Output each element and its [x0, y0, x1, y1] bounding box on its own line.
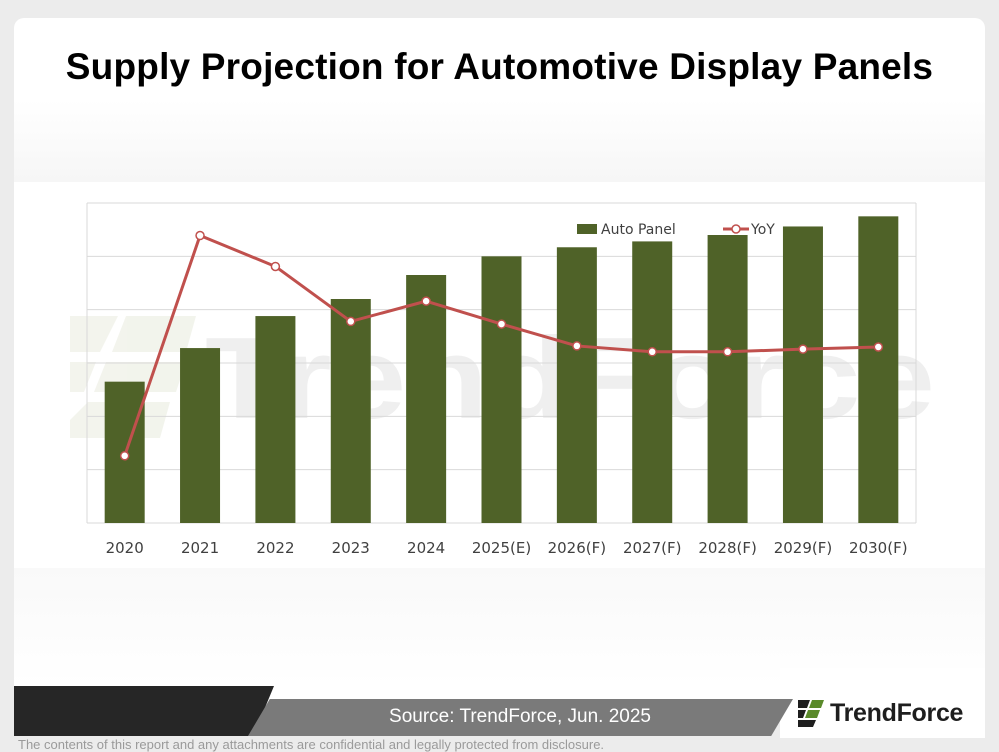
chart-title: Supply Projection for Automotive Display…: [65, 46, 934, 87]
source-note: Source: TrendForce, Jun. 2025: [389, 706, 651, 727]
bar-2024: [406, 275, 447, 523]
trendforce-logo-icon: [798, 700, 824, 727]
bar-2029(F): [782, 226, 823, 523]
brand-name: TrendForce: [830, 698, 964, 727]
legend-swatch-auto-panel: [577, 224, 597, 234]
x-axis-tick-labels: 2020 2021 2022 2023 2024 2025(E) 2026(F) 2027(F…: [106, 539, 908, 557]
x-tick-2025(E): 2025(E): [472, 539, 531, 557]
bar-2026(F): [556, 247, 597, 523]
chart-legend: Auto Panel YoY: [577, 222, 775, 238]
bar-2022: [255, 316, 296, 523]
yoy-point-2028(F): [722, 347, 733, 357]
yoy-point-2025(E): [496, 319, 507, 329]
x-tick-2021: 2021: [181, 539, 219, 557]
x-tick-2030(F): 2030(F): [849, 539, 908, 557]
yoy-point-2022: [270, 261, 281, 272]
bar-2030(F): [858, 216, 899, 524]
x-tick-2020: 2020: [106, 539, 144, 557]
legend-label-auto-panel: Auto Panel: [601, 222, 676, 238]
line-series-yoy: [119, 230, 884, 461]
legend-swatch-yoy-marker: [731, 224, 741, 234]
yoy-point-2021: [195, 230, 205, 241]
bar-2025(E): [481, 256, 522, 523]
footer-dark-bar: [14, 686, 274, 736]
x-tick-2027(F): 2027(F): [623, 539, 682, 557]
bar-2028(F): [707, 235, 748, 523]
disclaimer-text: The contents of this report and any atta…: [18, 737, 605, 752]
trendforce-logo: TrendForce: [796, 697, 963, 729]
x-tick-2022: 2022: [256, 539, 294, 557]
yoy-point-2030(F): [873, 342, 884, 352]
yoy-point-2029(F): [798, 344, 808, 354]
yoy-point-2027(F): [647, 347, 657, 357]
x-tick-2024: 2024: [407, 539, 445, 557]
legend-label-yoy: YoY: [750, 222, 775, 238]
bar-series-auto-panel: [104, 216, 899, 524]
bar-2023: [330, 299, 371, 523]
x-tick-2026(F): 2026(F): [548, 539, 607, 557]
x-tick-2028(F): 2028(F): [698, 539, 757, 557]
bar-2021: [180, 348, 221, 523]
yoy-point-2024: [421, 296, 431, 306]
chart: TrendForce 202020212022202320242025(E)20…: [70, 202, 935, 557]
bottom-fade-band: [14, 568, 985, 686]
x-tick-2023: 2023: [332, 539, 370, 557]
yoy-point-2026(F): [572, 341, 582, 351]
footer-source-bar: [248, 699, 793, 736]
top-fade-band: [14, 100, 985, 182]
bar-2027(F): [632, 241, 673, 523]
yoy-point-2020: [119, 451, 130, 461]
x-tick-2029(F): 2029(F): [774, 539, 833, 557]
yoy-point-2023: [346, 316, 356, 327]
